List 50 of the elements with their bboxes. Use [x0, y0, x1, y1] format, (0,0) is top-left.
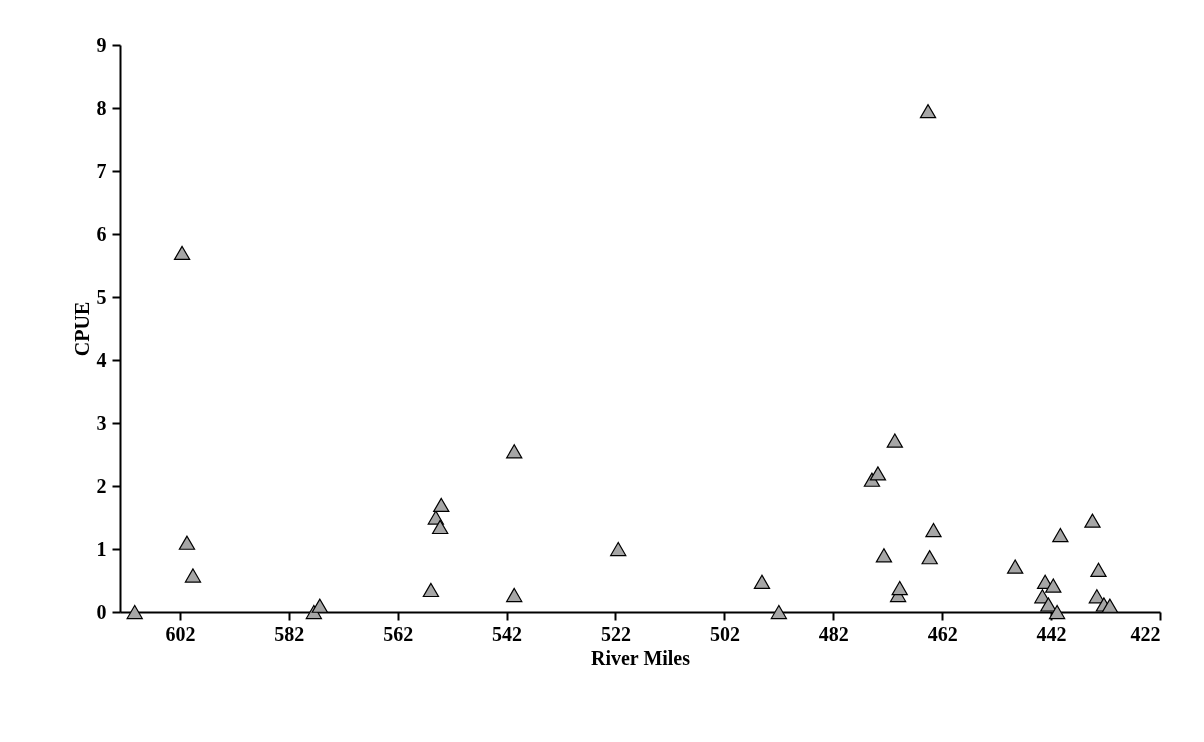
point — [753, 574, 771, 589]
x-tick-label: 542 — [492, 622, 523, 645]
point — [770, 604, 788, 620]
point — [891, 580, 908, 596]
y-tick-label: 2 — [96, 474, 107, 497]
point — [433, 497, 450, 513]
y-tick-label: 7 — [96, 159, 107, 182]
x-tick-label: 482 — [818, 622, 849, 645]
x-tick-label: 442 — [1036, 622, 1067, 645]
point — [1084, 513, 1101, 528]
point — [1006, 559, 1024, 574]
point — [422, 582, 440, 598]
y-tick-label: 6 — [96, 222, 107, 245]
y-tick-label: 5 — [96, 285, 107, 308]
point — [1052, 527, 1069, 543]
x-tick-label: 582 — [274, 622, 305, 645]
x-tick-label: 602 — [165, 622, 196, 645]
point — [311, 598, 329, 613]
y-tick-label: 4 — [96, 348, 107, 371]
point — [126, 604, 143, 620]
y-tick-label: 8 — [96, 96, 107, 119]
point — [173, 245, 191, 261]
x-axis-title: River Miles — [590, 646, 691, 669]
y-tick-label: 9 — [96, 33, 107, 56]
y-tick-label: 3 — [96, 411, 107, 434]
point — [919, 103, 937, 119]
point — [1048, 604, 1066, 620]
point — [886, 433, 904, 448]
point — [431, 519, 449, 535]
point — [1090, 562, 1107, 577]
x-tick-label: 462 — [927, 622, 958, 645]
point — [610, 541, 627, 557]
y-tick-label: 0 — [96, 600, 107, 623]
point — [506, 444, 523, 459]
point — [1040, 597, 1057, 612]
point — [921, 550, 938, 565]
point — [184, 568, 202, 583]
y-axis-title: CPUE — [70, 301, 93, 357]
point — [178, 535, 196, 550]
point — [875, 548, 893, 563]
point — [1045, 578, 1062, 593]
x-tick-label: 522 — [601, 622, 631, 645]
x-tick-label: 562 — [383, 622, 414, 645]
point — [506, 587, 523, 603]
point — [869, 466, 887, 481]
point — [1101, 598, 1119, 613]
x-tick-label: 502 — [709, 622, 740, 645]
y-tick-label: 1 — [96, 537, 107, 560]
point — [925, 522, 942, 538]
x-tick-label: 422 — [1130, 622, 1161, 645]
